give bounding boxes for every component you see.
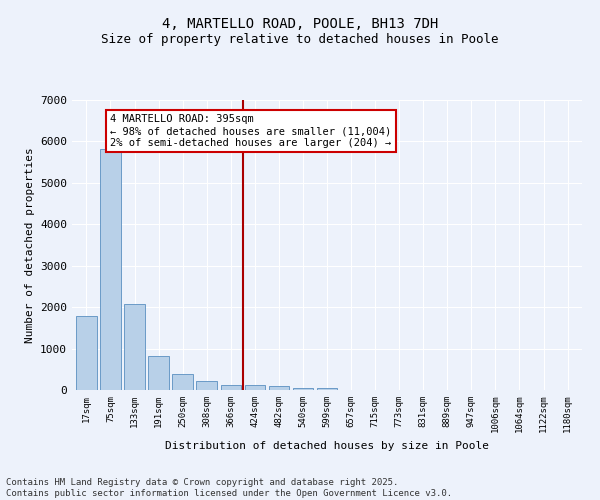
Y-axis label: Number of detached properties: Number of detached properties (25, 147, 35, 343)
Text: 4 MARTELLO ROAD: 395sqm
← 98% of detached houses are smaller (11,004)
2% of semi: 4 MARTELLO ROAD: 395sqm ← 98% of detache… (110, 114, 392, 148)
Bar (172, 374, 193, 390)
Bar (124, 304, 145, 390)
Bar (269, 386, 289, 390)
Bar (293, 388, 313, 390)
Bar (196, 381, 217, 390)
Bar (317, 388, 337, 390)
Bar (221, 386, 241, 390)
Text: 4, MARTELLO ROAD, POOLE, BH13 7DH: 4, MARTELLO ROAD, POOLE, BH13 7DH (162, 18, 438, 32)
Bar (76, 316, 97, 390)
Bar (100, 149, 121, 390)
Text: Contains HM Land Registry data © Crown copyright and database right 2025.
Contai: Contains HM Land Registry data © Crown c… (6, 478, 452, 498)
Bar (245, 386, 265, 390)
X-axis label: Distribution of detached houses by size in Poole: Distribution of detached houses by size … (165, 441, 489, 451)
Text: Size of property relative to detached houses in Poole: Size of property relative to detached ho… (101, 32, 499, 46)
Bar (148, 356, 169, 390)
